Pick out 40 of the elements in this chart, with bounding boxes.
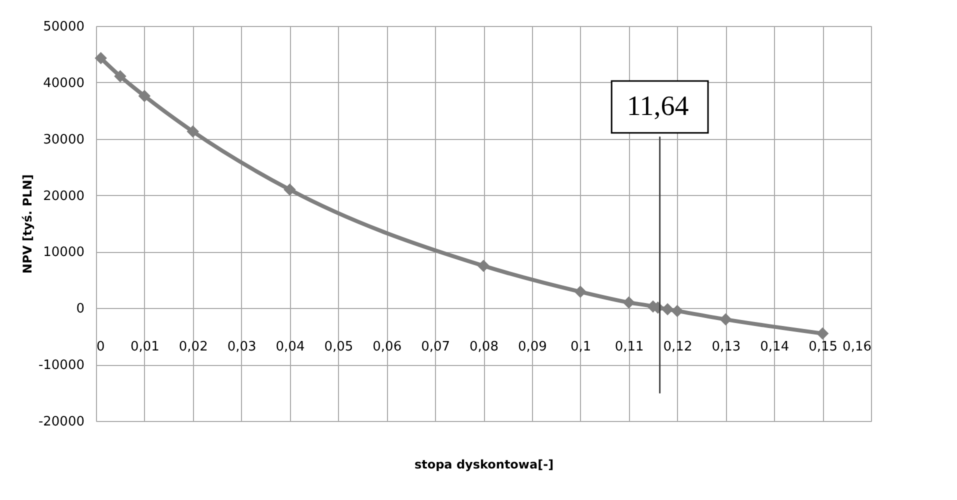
x-tick-label: 0,01 bbox=[130, 340, 160, 355]
x-tick-label: 0,08 bbox=[470, 340, 498, 355]
y-tick-label: -10000 bbox=[38, 358, 84, 374]
point bbox=[622, 296, 635, 309]
y-tick-label: 20000 bbox=[43, 188, 84, 204]
x-tick-label: 0,04 bbox=[276, 340, 305, 355]
point bbox=[284, 184, 296, 196]
x-tick-label: 0,15 bbox=[808, 340, 838, 355]
x-tick-label: 0,11 bbox=[614, 340, 644, 355]
x-tick-label: 0,1 bbox=[570, 340, 592, 355]
y-tick-label: 40000 bbox=[43, 76, 84, 91]
point bbox=[671, 304, 684, 318]
x-tick-label: 0,05 bbox=[324, 340, 354, 355]
point bbox=[720, 313, 732, 326]
x-tick-label: 0,12 bbox=[663, 340, 692, 355]
y-tick-label: -20000 bbox=[38, 414, 84, 430]
point bbox=[94, 52, 107, 64]
x-tick-label: 0,13 bbox=[712, 340, 741, 355]
point bbox=[816, 327, 829, 340]
point bbox=[661, 303, 674, 316]
y-axis-title: NPV [tyś. PLN] bbox=[20, 174, 34, 274]
x-tick-label: 0 bbox=[96, 340, 105, 355]
ref-line-label: 11,64 bbox=[626, 90, 689, 122]
y-tick-label: 10000 bbox=[43, 245, 84, 260]
y-tick-label: 50000 bbox=[43, 20, 84, 34]
y-tick-label: 0 bbox=[76, 302, 84, 317]
point bbox=[138, 90, 151, 102]
point bbox=[114, 70, 126, 82]
x-tick-label: 0,14 bbox=[760, 340, 790, 355]
x-tick-label: 0,09 bbox=[518, 340, 547, 355]
point bbox=[186, 125, 199, 138]
point bbox=[574, 286, 586, 298]
x-tick-label: 0,16 bbox=[842, 340, 872, 355]
x-tick-label: 0,02 bbox=[178, 340, 208, 355]
y-tick-label: 30000 bbox=[43, 132, 84, 148]
x-axis-title: stopa dyskontowa[-] bbox=[414, 458, 554, 472]
x-tick-label: 0,03 bbox=[227, 340, 256, 355]
x-tick-label: 0,07 bbox=[421, 340, 450, 355]
point bbox=[477, 260, 490, 272]
x-tick-label: 0,06 bbox=[372, 340, 402, 355]
